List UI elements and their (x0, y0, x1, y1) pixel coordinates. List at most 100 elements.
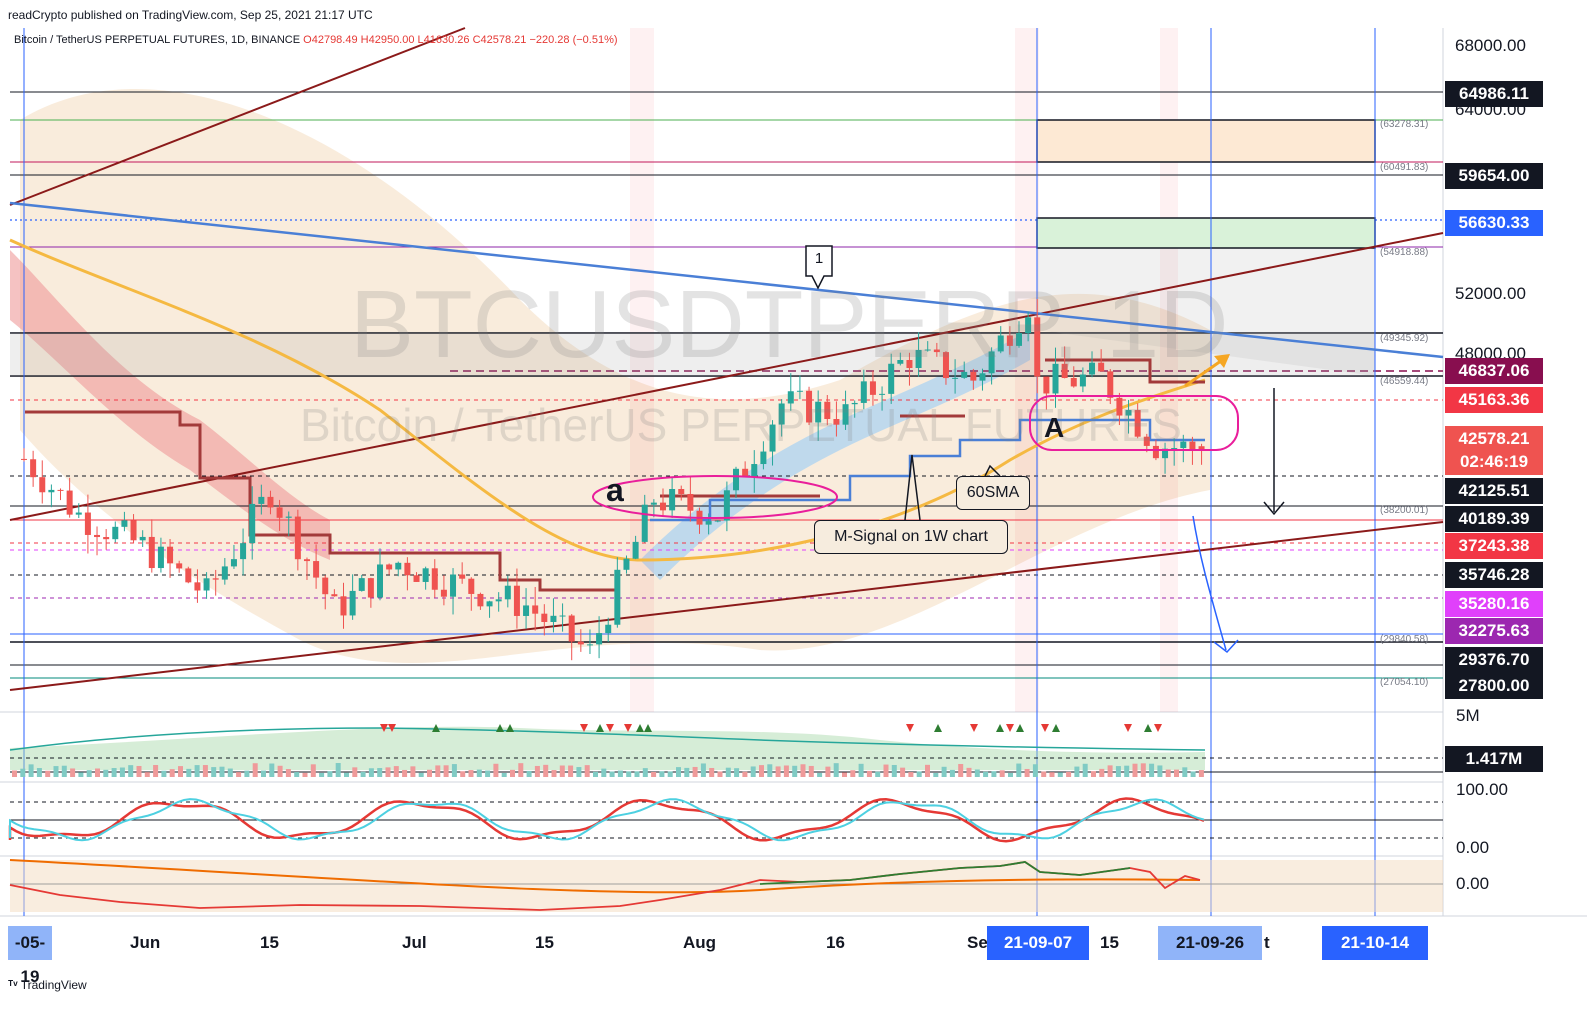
date-tag-10-14[interactable]: 21-10-14 (1322, 926, 1428, 960)
candle-body[interactable] (1125, 410, 1132, 416)
candle-body[interactable] (349, 590, 356, 616)
candle-body[interactable] (504, 585, 511, 600)
candle-body[interactable] (1089, 362, 1096, 375)
candle-body[interactable] (860, 381, 867, 403)
candle-body[interactable] (21, 458, 27, 460)
candle-body[interactable] (413, 575, 420, 582)
candle-body[interactable] (1107, 371, 1114, 398)
candle-body[interactable] (331, 594, 338, 597)
candle-body[interactable] (760, 451, 767, 465)
candle-body[interactable] (641, 504, 648, 542)
candle-body[interactable] (659, 502, 666, 511)
candlestick-series[interactable] (21, 298, 1205, 661)
sma-note[interactable]: 60SMA (956, 476, 1030, 510)
candle-body[interactable] (970, 371, 977, 381)
candle-body[interactable] (1015, 333, 1022, 346)
marker-1-callout[interactable] (805, 245, 833, 290)
candle-body[interactable] (869, 381, 876, 395)
candle-body[interactable] (212, 578, 219, 580)
candle-body[interactable] (550, 615, 557, 622)
candle-body[interactable] (249, 503, 256, 544)
candle-body[interactable] (842, 404, 849, 425)
candle-body[interactable] (1025, 317, 1032, 334)
msignal-note[interactable]: M-Signal on 1W chart (814, 520, 1008, 554)
candle-body[interactable] (486, 601, 493, 607)
uptrend-line-upper[interactable] (9, 232, 1444, 521)
candle-body[interactable] (751, 464, 758, 477)
candle-body[interactable] (66, 490, 73, 515)
candle-body[interactable] (1143, 436, 1150, 446)
candle-body[interactable] (112, 526, 119, 540)
candle-body[interactable] (769, 424, 776, 452)
chart-legend[interactable]: Bitcoin / TetherUS PERPETUAL FUTURES, 1D… (14, 34, 618, 46)
candle-body[interactable] (459, 574, 466, 579)
candle-body[interactable] (48, 489, 55, 493)
candle-body[interactable] (313, 561, 320, 578)
candle-body[interactable] (121, 520, 128, 527)
candle-body[interactable] (194, 582, 201, 591)
candle-body[interactable] (787, 391, 794, 404)
candle-body[interactable] (294, 516, 301, 560)
candle-body[interactable] (285, 516, 292, 518)
candle-body[interactable] (815, 401, 822, 423)
candle-body[interactable] (230, 559, 237, 567)
candle-body[interactable] (404, 562, 411, 576)
candle-body[interactable] (824, 401, 831, 420)
candle-body[interactable] (450, 574, 457, 597)
candle-body[interactable] (988, 351, 995, 374)
candle-body[interactable] (157, 546, 164, 569)
candle-body[interactable] (568, 615, 575, 642)
candle-body[interactable] (1162, 448, 1169, 459)
candle-body[interactable] (523, 605, 530, 616)
candle-body[interactable] (386, 564, 393, 570)
candle-body[interactable] (952, 377, 959, 379)
candle-body[interactable] (1180, 441, 1187, 449)
candle-body[interactable] (888, 363, 895, 394)
candle-body[interactable] (130, 520, 137, 541)
candle-body[interactable] (185, 568, 192, 583)
date-tag-09-26[interactable]: 21-09-26 (1158, 926, 1262, 960)
candle-body[interactable] (1006, 335, 1013, 346)
candle-body[interactable] (742, 468, 749, 477)
candle-body[interactable] (440, 589, 447, 597)
candle-body[interactable] (267, 496, 274, 508)
candle-body[interactable] (623, 558, 630, 570)
candle-body[interactable] (221, 566, 228, 580)
candle-body[interactable] (1034, 317, 1041, 377)
candle-body[interactable] (94, 534, 101, 538)
candle-body[interactable] (596, 633, 603, 645)
candle-body[interactable] (203, 578, 210, 591)
last-candle-body[interactable] (1198, 446, 1205, 450)
downtrend-line[interactable] (9, 201, 1444, 359)
candle-body[interactable] (1116, 397, 1123, 416)
candle-body[interactable] (30, 459, 37, 478)
candle-body[interactable] (340, 596, 347, 616)
date-tag-05-19[interactable]: -05-19 (8, 926, 52, 986)
candle-body[interactable] (367, 578, 374, 598)
candle-body[interactable] (276, 507, 283, 518)
candle-body[interactable] (851, 402, 858, 405)
candle-body[interactable] (1152, 445, 1159, 459)
candle-body[interactable] (961, 371, 968, 378)
candle-body[interactable] (468, 578, 475, 594)
candle-body[interactable] (705, 521, 712, 525)
candle-body[interactable] (614, 569, 621, 625)
candle-body[interactable] (495, 599, 502, 602)
candle-body[interactable] (778, 403, 785, 425)
candle-body[interactable] (1079, 374, 1086, 387)
candle-body[interactable] (1189, 441, 1196, 450)
candle-body[interactable] (559, 615, 566, 617)
candle-body[interactable] (258, 496, 265, 504)
candle-body[interactable] (1043, 376, 1050, 394)
candle-body[interactable] (605, 624, 612, 634)
candle-body[interactable] (377, 564, 384, 598)
candle-body[interactable] (897, 360, 904, 364)
candle-body[interactable] (1171, 448, 1178, 450)
candle-body[interactable] (577, 641, 584, 645)
date-tag-09-07[interactable]: 21-09-07 (987, 926, 1089, 960)
candle-body[interactable] (714, 520, 721, 522)
candle-body[interactable] (1052, 363, 1059, 394)
candle-body[interactable] (586, 644, 593, 646)
candle-body[interactable] (1070, 378, 1077, 387)
